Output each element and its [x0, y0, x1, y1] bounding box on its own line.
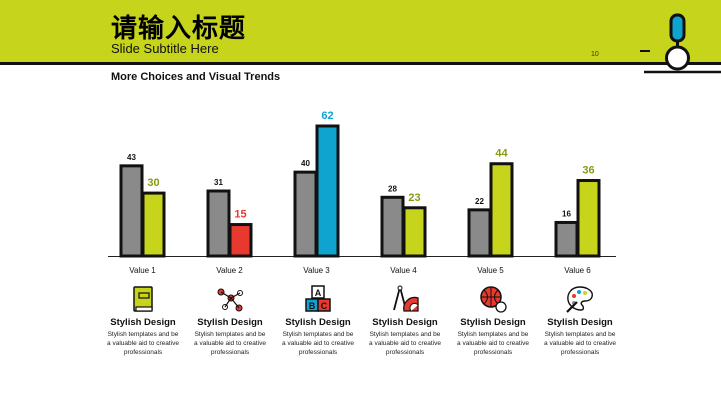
feature-card-5: Stylish Design Stylish templates and be a…: [448, 284, 538, 357]
data-label-series2-4: 23: [408, 192, 420, 204]
magnifier-decoration-icon: [640, 13, 721, 74]
feature-description: Stylish templates and be a valuable aid …: [544, 331, 616, 356]
bar-series1-4: [380, 195, 405, 258]
compass-protractor-icon: [393, 285, 419, 312]
svg-text:C: C: [321, 301, 328, 311]
feature-description: Stylish templates and be a valuable aid …: [194, 331, 266, 356]
feature-description: Stylish templates and be a valuable aid …: [282, 331, 354, 356]
bar-series2-3: [315, 124, 340, 258]
bar-series2-2: [228, 223, 253, 258]
header-divider: [0, 62, 721, 65]
bar-series2-5: [489, 162, 514, 258]
bar-series1-6: [554, 220, 579, 258]
feature-card-3: A B C Stylish Design Stylish templates and b…: [273, 284, 363, 357]
feature-title: Stylish Design: [285, 317, 351, 328]
feature-card-4: Stylish Design Stylish templates and be a…: [360, 284, 450, 357]
category-label-1: Value 1: [129, 266, 156, 275]
data-label-series2-5: 44: [495, 148, 508, 160]
feature-description: Stylish templates and be a valuable aid …: [107, 331, 179, 356]
feature-card-1: Stylish Design Stylish templates and be a…: [98, 284, 188, 357]
data-label-series2-6: 36: [582, 165, 594, 177]
category-label-5: Value 5: [477, 266, 504, 275]
data-label-series2-3: 62: [321, 110, 333, 122]
feature-card-6: Stylish Design Stylish templates and be a…: [535, 284, 625, 357]
feature-title: Stylish Design: [460, 317, 526, 328]
feature-title: Stylish Design: [547, 317, 613, 328]
feature-title: Stylish Design: [372, 317, 438, 328]
data-label-series1-2: 31: [214, 178, 223, 187]
feature-title: Stylish Design: [197, 317, 263, 328]
dna-molecule-icon: [217, 288, 243, 312]
feature-card-2: Stylish Design Stylish templates and be a…: [185, 284, 275, 357]
data-label-series1-5: 22: [475, 197, 484, 206]
svg-text:A: A: [315, 288, 322, 298]
category-label-3: Value 3: [303, 266, 330, 275]
bar-series2-1: [141, 191, 166, 258]
bar-series1-1: [119, 164, 144, 258]
abc-blocks-icon: AB C: [305, 285, 331, 312]
data-label-series1-1: 43: [127, 153, 136, 162]
page-number: 10: [591, 51, 599, 58]
feature-description: Stylish templates and be a valuable aid …: [369, 331, 441, 356]
category-label-2: Value 2: [216, 266, 243, 275]
bar-series1-2: [206, 189, 231, 258]
data-label-series1-4: 28: [388, 184, 397, 193]
data-label-series1-3: 40: [301, 159, 310, 168]
bar-series1-5: [467, 208, 492, 258]
feature-description: Stylish templates and be a valuable aid …: [457, 331, 529, 356]
section-title: More Choices and Visual Trends: [111, 71, 281, 83]
bar-series2-6: [576, 179, 601, 258]
data-label-series2-1: 30: [147, 177, 159, 189]
data-label-series1-6: 16: [562, 209, 571, 218]
slide-subtitle: Slide Subtitle Here: [111, 41, 219, 56]
slide-title: 请输入标题: [111, 14, 247, 44]
bar-series2-4: [402, 206, 427, 258]
data-label-series2-2: 15: [234, 209, 246, 221]
feature-title: Stylish Design: [110, 317, 176, 328]
header-banner: [0, 0, 721, 63]
svg-text:B: B: [309, 301, 316, 311]
bar-series1-3: [293, 170, 318, 258]
category-label-6: Value 6: [564, 266, 591, 275]
sports-balls-icon: [480, 286, 507, 313]
paint-palette-icon: [566, 286, 593, 313]
category-label-4: Value 4: [390, 266, 417, 275]
book-icon: [133, 286, 153, 312]
